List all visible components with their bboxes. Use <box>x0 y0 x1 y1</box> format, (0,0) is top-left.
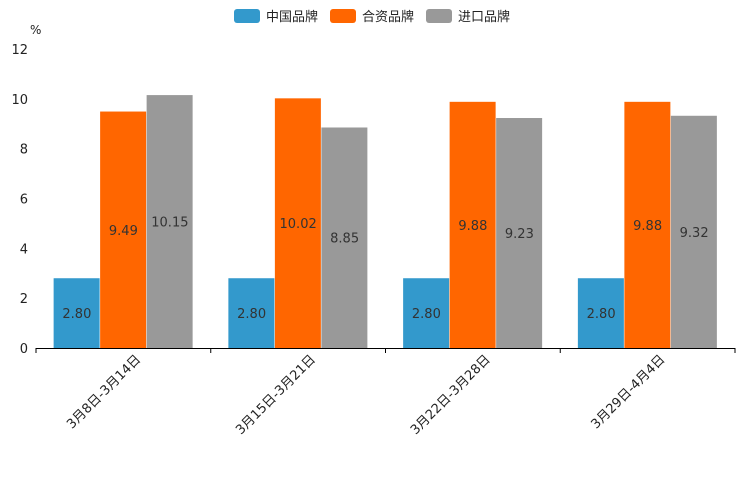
y-tick-label: 0 <box>20 342 28 357</box>
legend-label: 中国品牌 <box>266 9 318 25</box>
bar-value-label: 9.88 <box>633 219 662 234</box>
x-tick-label: 3月8日-3月14日 <box>64 352 144 432</box>
bar-value-label: 8.85 <box>330 232 359 247</box>
legend-swatch <box>330 9 356 23</box>
bar <box>670 115 717 348</box>
bar <box>496 118 543 348</box>
bar <box>403 278 450 348</box>
y-tick-label: 12 <box>11 43 28 58</box>
legend-swatch <box>426 9 452 23</box>
bar <box>449 101 496 348</box>
y-tick-label: 2 <box>20 292 28 307</box>
x-axis: 3月8日-3月14日 3月15日-3月21日 3月22日-3月28日 3月29日-4月… <box>35 348 736 438</box>
bar <box>624 101 671 348</box>
bar <box>146 95 193 349</box>
bar-value-label: 10.15 <box>151 216 188 231</box>
bar <box>321 127 368 348</box>
bar-value-label: 9.49 <box>109 224 138 239</box>
y-tick-label: 8 <box>20 143 28 158</box>
x-tick-label: 3月15日-3月21日 <box>233 352 319 438</box>
bar-value-label: 2.80 <box>237 307 266 322</box>
bar-value-label: 9.88 <box>458 219 487 234</box>
bar <box>274 98 321 349</box>
y-tick-label: 4 <box>20 242 28 257</box>
y-tick-label: 6 <box>20 193 28 208</box>
legend-label: 进口品牌 <box>458 9 510 25</box>
bar-value-label: 2.80 <box>412 307 441 322</box>
bars <box>53 95 717 349</box>
x-tick-label: 3月22日-3月28日 <box>408 352 494 438</box>
legend-swatch <box>234 9 260 23</box>
bar <box>100 111 147 348</box>
x-tick-label: 3月29日-4月4日 <box>589 352 669 432</box>
bar <box>577 278 624 348</box>
bar-value-label: 9.23 <box>505 227 534 242</box>
legend-label: 合资品牌 <box>362 9 414 25</box>
y-axis: 0 2 4 6 8 10 12 <box>11 43 28 357</box>
y-tick-label: 10 <box>11 93 28 108</box>
bar-value-label: 10.02 <box>280 217 317 232</box>
legend: 中国品牌 合资品牌 进口品牌 <box>234 9 510 25</box>
bar <box>53 278 100 348</box>
bar-value-label: 2.80 <box>62 307 91 322</box>
y-axis-unit: % <box>30 23 41 37</box>
bar <box>228 278 275 348</box>
bar-labels: 2.80 9.49 10.15 2.80 10.02 8.85 2.80 9.88 9.23 2.… <box>62 216 708 323</box>
bar-value-label: 9.32 <box>680 226 709 241</box>
bar-value-label: 2.80 <box>587 307 616 322</box>
